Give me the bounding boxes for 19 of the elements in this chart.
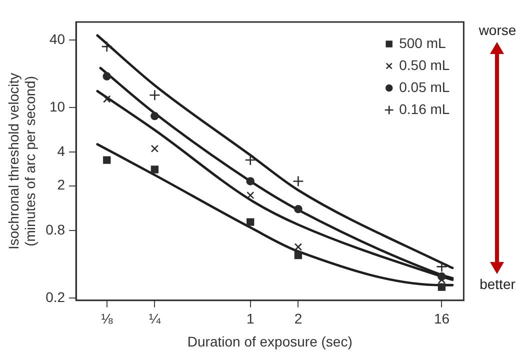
x-tick-label: 16 <box>434 310 450 327</box>
y-tick-label: 0.2 <box>46 288 66 305</box>
legend-label: 0.16 mL <box>399 100 450 117</box>
y-tick-label: 4 <box>57 142 66 159</box>
y-tick-label: 10 <box>49 98 66 114</box>
legend-label: 500 mL <box>399 34 446 51</box>
legend-label: 0.50 mL <box>399 56 450 73</box>
y-tick-label: 0.8 <box>46 221 66 238</box>
x-tick-label: 1 <box>246 310 254 327</box>
x-tick-label: 2 <box>294 310 302 327</box>
x-tick-label: ⅛ <box>101 310 114 327</box>
x-axis-title: Duration of exposure (sec) <box>187 333 352 350</box>
y-tick-label: 40 <box>49 30 66 47</box>
text: better <box>478 276 516 292</box>
y-tick-label: 2 <box>57 176 66 193</box>
x-tick-label: ¼ <box>148 310 161 327</box>
text: worse <box>478 22 518 38</box>
y-axis-title: Isochronal threshold velocity (minutes of arc per second) <box>5 72 38 250</box>
legend-label: 0.05 mL <box>399 78 450 95</box>
